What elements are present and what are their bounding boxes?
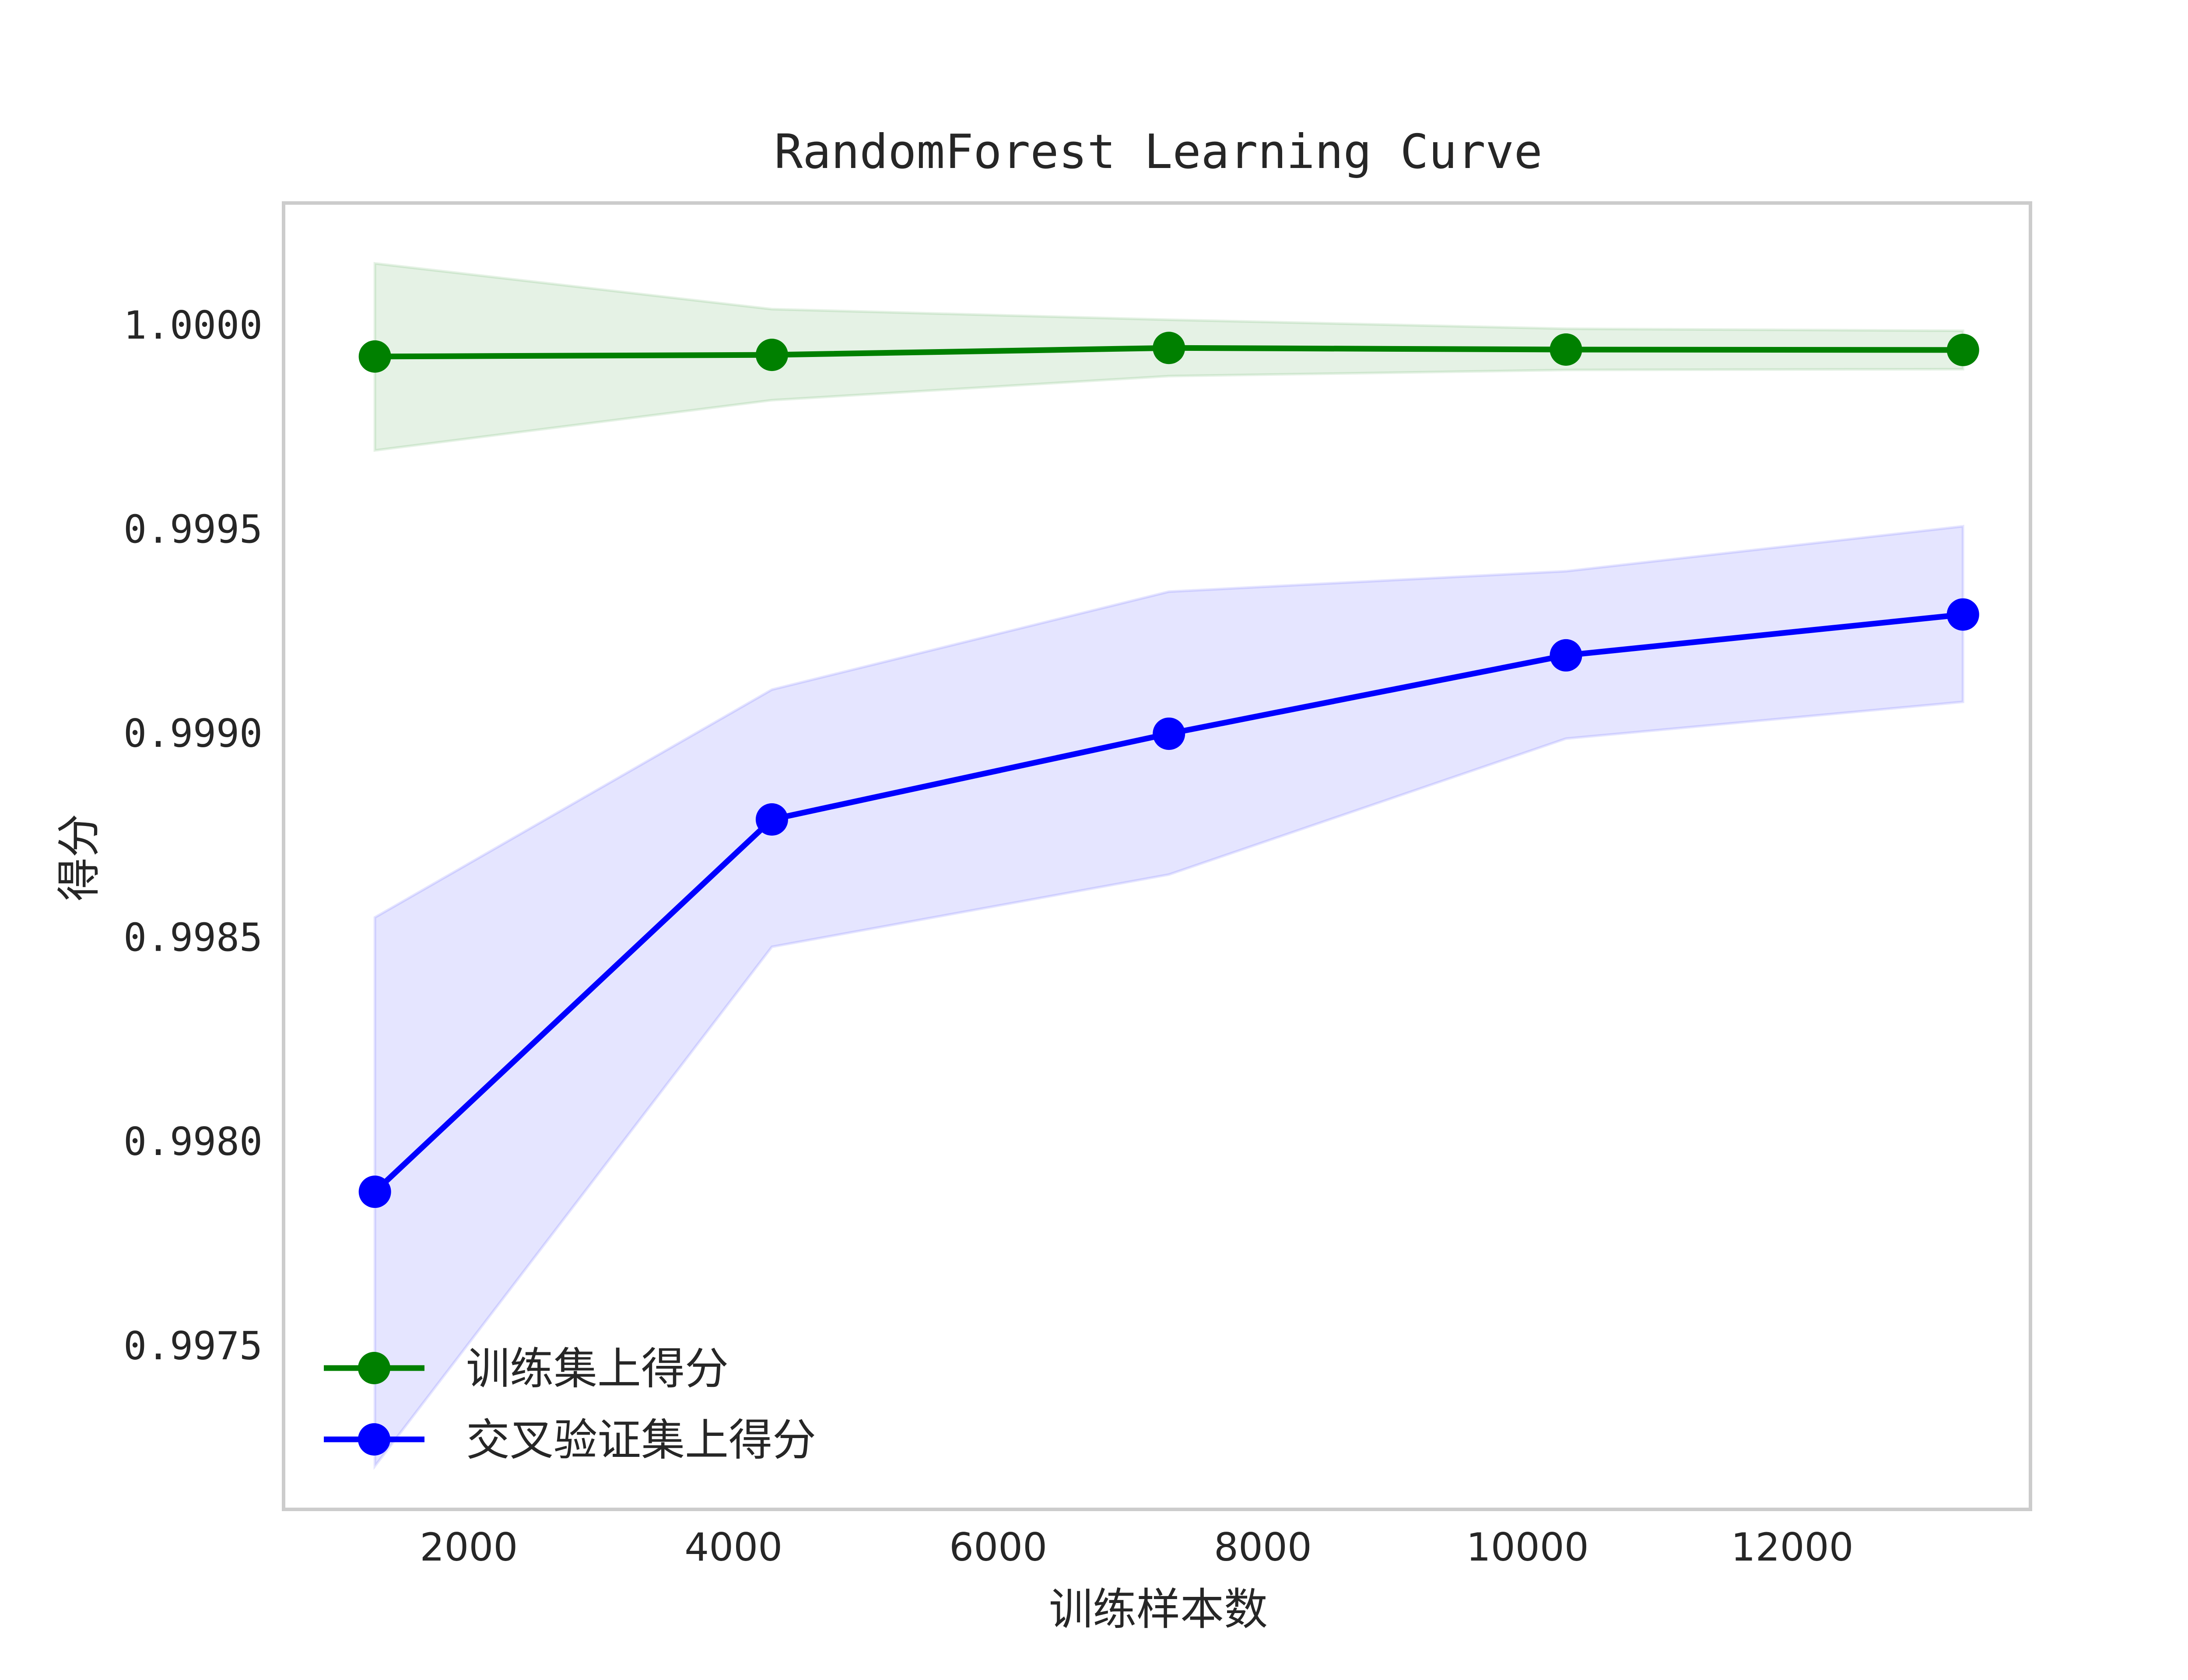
legend-marker <box>358 1352 390 1384</box>
x-tick-label: 10000 <box>1466 1525 1589 1570</box>
y-axis-label: 得分 <box>53 814 105 901</box>
y-tick-label: 0.9990 <box>123 711 263 756</box>
y-tick-label: 0.9985 <box>123 915 263 960</box>
x-axis-ticks: 2000 4000 6000 8000 10000 12000 <box>420 1525 1853 1570</box>
y-axis-ticks: 0.9975 0.9980 0.9985 0.9990 0.9995 1.0000 <box>123 303 263 1368</box>
x-tick-label: 4000 <box>684 1525 782 1570</box>
legend-label: 训练集上得分 <box>466 1343 729 1394</box>
data-point <box>1946 598 1979 631</box>
data-point <box>1153 718 1185 750</box>
data-point <box>358 1176 391 1208</box>
legend-label: 交叉验证集上得分 <box>466 1414 816 1466</box>
data-point <box>358 340 391 373</box>
legend-marker <box>358 1423 390 1456</box>
chart-title: RandomForest Learning Curve <box>774 125 1543 179</box>
series-points <box>358 332 1979 1208</box>
data-point <box>1946 333 1979 366</box>
y-tick-label: 0.9980 <box>123 1119 263 1164</box>
x-tick-label: 8000 <box>1214 1525 1312 1570</box>
x-axis-label: 训练样本数 <box>1049 1584 1268 1635</box>
data-point <box>1153 332 1185 364</box>
confidence-band-1 <box>373 525 1964 1470</box>
plot-area-frame <box>282 201 2032 1511</box>
x-tick-label: 6000 <box>949 1525 1047 1570</box>
y-tick-label: 1.0000 <box>123 303 263 348</box>
y-tick-label: 0.9995 <box>123 507 263 552</box>
y-tick-label: 0.9975 <box>123 1323 263 1368</box>
data-point <box>755 803 788 836</box>
data-point <box>755 339 788 371</box>
x-tick-label: 12000 <box>1731 1525 1854 1570</box>
data-point <box>1550 333 1582 366</box>
data-point <box>1550 639 1582 672</box>
x-tick-label: 2000 <box>420 1525 518 1570</box>
